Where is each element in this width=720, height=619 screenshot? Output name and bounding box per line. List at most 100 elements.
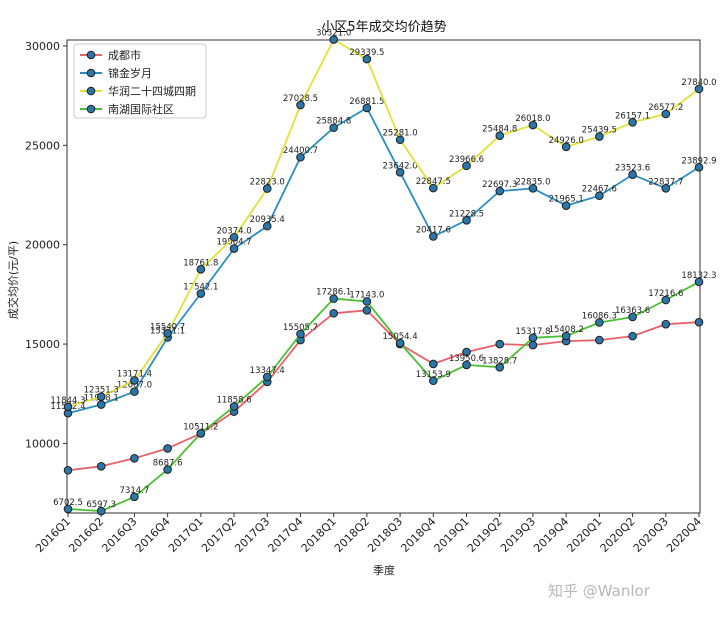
data-label: 6702.5 (53, 498, 83, 508)
data-label: 25484.8 (482, 125, 517, 135)
data-point (130, 454, 139, 463)
data-label: 21228.5 (449, 209, 484, 219)
y-tick-label: 25000 (25, 139, 60, 152)
data-point (661, 319, 671, 329)
data-point (229, 244, 239, 253)
data-point (528, 333, 538, 343)
data-label: 30321.0 (316, 29, 351, 39)
data-label: 22835.0 (515, 177, 550, 187)
data-point (196, 289, 206, 298)
data-label: 17542.1 (183, 283, 218, 293)
legend-entry: 成都市 (108, 48, 141, 62)
data-point (561, 331, 571, 341)
data-label: 24926.0 (549, 136, 584, 146)
y-tick-label: 10000 (25, 437, 60, 450)
data-label: 13347.4 (250, 366, 285, 376)
data-point (395, 168, 405, 177)
data-point (296, 329, 305, 339)
data-label: 25281.0 (383, 129, 418, 139)
data-point (628, 331, 637, 341)
data-point (196, 265, 206, 274)
data-label: 22847.5 (416, 177, 451, 187)
legend-swatch-marker (86, 68, 96, 78)
data-label: 13950.6 (449, 354, 484, 364)
data-point (362, 54, 372, 64)
data-point (429, 376, 438, 386)
data-label: 15054.4 (383, 332, 418, 342)
data-label: 15408.2 (549, 325, 584, 335)
data-point (262, 372, 272, 382)
chart-title: 小区5年成交均价趋势 (321, 19, 446, 35)
data-label: 22467.6 (582, 185, 617, 195)
data-label: 16086.3 (582, 311, 617, 321)
plot-frame (66, 39, 701, 514)
data-point (362, 297, 372, 306)
legend-swatch-marker (86, 86, 96, 96)
data-point (595, 191, 604, 200)
data-label: 17286.1 (316, 288, 351, 298)
series-line (67, 309, 700, 472)
data-label: 6597.3 (86, 500, 116, 510)
y-tick-label: 20000 (25, 239, 60, 252)
data-label: 20935.4 (250, 215, 285, 225)
data-label: 26577.2 (648, 103, 683, 113)
data-label: 10511.2 (183, 422, 218, 432)
data-label: 12351.3 (84, 386, 119, 396)
plot-area: 10000150002000025000300002016Q12016Q2201… (25, 29, 717, 555)
data-point (595, 132, 604, 141)
data-point (163, 465, 172, 474)
data-point (528, 120, 538, 130)
data-point (229, 402, 239, 411)
data-point (196, 428, 206, 438)
data-point (694, 317, 704, 327)
data-point (694, 277, 704, 287)
data-label: 25884.8 (316, 117, 351, 127)
y-axis-title: 成交均价(元/平) (6, 241, 20, 319)
data-point (462, 360, 471, 370)
data-label: 15540.7 (150, 322, 185, 332)
data-label: 18761.8 (183, 258, 218, 268)
y-tick-label: 15000 (25, 338, 60, 351)
data-point (628, 312, 637, 322)
data-point (429, 183, 438, 193)
data-label: 13153.9 (416, 370, 451, 380)
data-point (462, 215, 471, 225)
y-tick-label: 30000 (25, 40, 60, 53)
legend-box (73, 43, 207, 119)
data-label: 11844.3 (50, 396, 85, 406)
data-label: 22823.0 (250, 178, 285, 188)
data-label: 21965.1 (549, 195, 584, 205)
data-label: 26018.0 (515, 114, 550, 124)
legend-entry: 锦金岁月 (108, 66, 152, 80)
data-label: 26881.5 (349, 97, 384, 107)
data-label: 23523.6 (615, 164, 650, 174)
data-point (661, 295, 671, 305)
data-point (694, 163, 704, 172)
data-point (163, 329, 172, 338)
data-label: 17143.0 (349, 290, 384, 300)
data-point (495, 339, 505, 349)
data-point (329, 123, 338, 133)
data-label: 22697.3 (482, 180, 517, 190)
data-label: 25439.5 (582, 126, 617, 136)
data-label: 11858.6 (216, 396, 251, 406)
data-label: 27840.0 (681, 78, 716, 88)
data-label: 20417.6 (416, 225, 451, 235)
data-point (96, 506, 106, 516)
data-label: 17216.6 (648, 289, 683, 299)
data-point (96, 392, 106, 402)
data-point (694, 84, 704, 94)
data-label: 13828.7 (482, 356, 517, 366)
data-point (495, 186, 505, 196)
data-point (130, 387, 139, 396)
data-point (495, 363, 505, 372)
data-label: 7314.7 (120, 486, 150, 496)
data-point (262, 221, 272, 231)
data-point (362, 305, 372, 315)
data-point (329, 308, 338, 318)
data-point (362, 103, 372, 113)
legend-entry: 华润二十四城四期 (108, 84, 196, 98)
legend-swatch-marker (86, 104, 96, 114)
data-label: 13171.4 (117, 369, 152, 379)
data-point (561, 201, 571, 210)
